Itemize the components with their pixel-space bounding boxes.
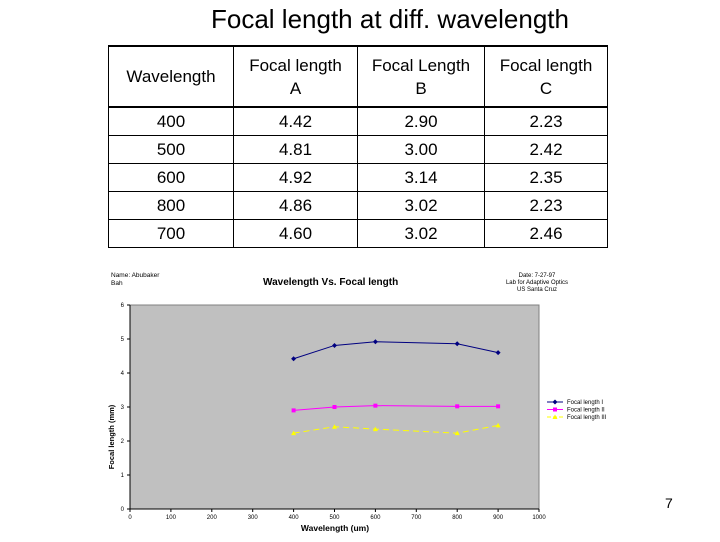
- legend-entry-label: Focal length II: [567, 408, 605, 414]
- header-wavelength-line1: Wavelength: [126, 67, 216, 86]
- y-tick-label: 0: [121, 507, 125, 513]
- cell-wavelength: 800: [108, 191, 234, 220]
- x-tick-label: 0: [128, 515, 132, 521]
- header-focal-a-line2: A: [289, 78, 302, 98]
- cell-focal-a: 4.60: [233, 219, 358, 248]
- page-number: 7: [665, 495, 673, 511]
- legend-swatch-marker: [553, 407, 557, 412]
- data-point-series-3: [454, 430, 460, 436]
- data-point-series-3: [291, 430, 297, 436]
- cell-focal-b: 3.14: [357, 163, 485, 192]
- header-focal-b: Focal Length B: [357, 45, 485, 108]
- cell-focal-c: 2.23: [484, 191, 608, 220]
- legend-entry-label: Focal length I: [567, 400, 603, 406]
- data-point-series-1: [454, 341, 460, 347]
- cell-focal-a: 4.42: [233, 106, 358, 136]
- cell-focal-c: 2.23: [484, 106, 608, 136]
- chart-title: Wavelength Vs. Focal length: [263, 277, 398, 288]
- chart-container: Wavelength Vs. Focal length Name: Abubake…: [105, 265, 665, 537]
- legend-entry-label: Focal length III: [567, 415, 607, 421]
- cell-wavelength: 700: [108, 219, 234, 248]
- x-tick-label: 700: [411, 515, 422, 521]
- x-axis-label: Wavelength (um): [301, 523, 369, 533]
- x-tick-label: 100: [166, 515, 177, 521]
- x-tick-label: 400: [289, 515, 300, 521]
- y-tick-label: 1: [121, 473, 125, 479]
- legend-swatch-marker: [552, 414, 558, 419]
- chart-header-left-line: Bah: [111, 280, 123, 287]
- y-tick-label: 4: [121, 371, 125, 377]
- y-axis-label: Focal length (mm): [107, 404, 116, 469]
- cell-focal-b: 2.90: [357, 106, 485, 136]
- data-point-series-1: [495, 350, 501, 356]
- cell-focal-b: 3.00: [357, 135, 485, 164]
- data-point-series-2: [332, 405, 337, 409]
- x-tick-label: 800: [452, 515, 463, 521]
- data-point-series-2: [291, 408, 296, 413]
- cell-focal-c: 2.42: [484, 135, 608, 164]
- header-focal-c: Focal length C: [484, 45, 608, 108]
- y-tick-label: 2: [121, 439, 125, 445]
- header-focal-a: Focal length A: [233, 45, 358, 108]
- x-tick-label: 500: [329, 515, 340, 521]
- x-tick-label: 900: [493, 515, 504, 521]
- cell-focal-b: 3.02: [357, 191, 485, 220]
- data-point-series-1: [372, 339, 378, 345]
- chart-header-right-line: Lab for Adaptive Optics: [506, 280, 568, 286]
- chart-header-right-line: Date: 7-27-97: [519, 273, 556, 279]
- cell-focal-a: 4.81: [233, 135, 358, 164]
- cell-wavelength: 400: [108, 106, 234, 136]
- data-point-series-2: [496, 404, 501, 409]
- x-tick-label: 1000: [532, 515, 546, 521]
- cell-focal-a: 4.86: [233, 191, 358, 220]
- chart-header-left-line: Name: Abubaker: [111, 272, 160, 279]
- table-row: 600 4.92 3.14 2.35: [108, 163, 608, 192]
- cell-wavelength: 600: [108, 163, 234, 192]
- table-row: 500 4.81 3.00 2.42: [108, 135, 608, 164]
- header-focal-b-line1: Focal Length: [371, 55, 471, 75]
- header-focal-c-line1: Focal length: [499, 55, 593, 75]
- header-focal-a-line1: Focal length: [249, 55, 342, 75]
- cell-focal-c: 2.35: [484, 163, 608, 192]
- legend-swatch-marker: [552, 399, 558, 405]
- cell-focal-b: 3.02: [357, 219, 485, 248]
- y-tick-label: 6: [121, 303, 125, 309]
- data-point-series-3: [495, 422, 501, 428]
- cell-wavelength: 500: [108, 135, 234, 164]
- y-tick-label: 5: [121, 337, 125, 343]
- cell-focal-c: 2.46: [484, 219, 608, 248]
- data-point-series-3: [372, 426, 378, 432]
- focal-length-table: Wavelength Focal length A Focal Length B…: [108, 45, 608, 248]
- data-point-series-1: [291, 356, 297, 362]
- cell-focal-a: 4.92: [233, 163, 358, 192]
- table-row: 400 4.42 2.90 2.23: [108, 106, 608, 136]
- header-focal-b-line2: B: [415, 78, 427, 98]
- header-wavelength: Wavelength: [108, 45, 234, 108]
- table-header-row: Wavelength Focal length A Focal Length B…: [108, 45, 608, 108]
- chart-header-right-line: US Santa Cruz: [517, 287, 557, 293]
- table-row: 700 4.60 3.02 2.46: [108, 219, 608, 248]
- table-row: 800 4.86 3.02 2.23: [108, 191, 608, 220]
- y-tick-label: 3: [121, 405, 125, 411]
- data-point-series-2: [455, 404, 460, 409]
- x-tick-label: 300: [248, 515, 259, 521]
- x-tick-label: 200: [207, 515, 218, 521]
- data-point-series-1: [332, 342, 337, 348]
- data-point-series-2: [373, 403, 378, 408]
- data-point-series-3: [332, 424, 337, 429]
- x-tick-label: 600: [370, 515, 381, 521]
- slide-title: Focal length at diff. wavelength: [211, 4, 569, 34]
- line-chart: Wavelength Vs. Focal length Name: Abubake…: [107, 272, 625, 533]
- header-focal-c-line2: C: [539, 78, 553, 98]
